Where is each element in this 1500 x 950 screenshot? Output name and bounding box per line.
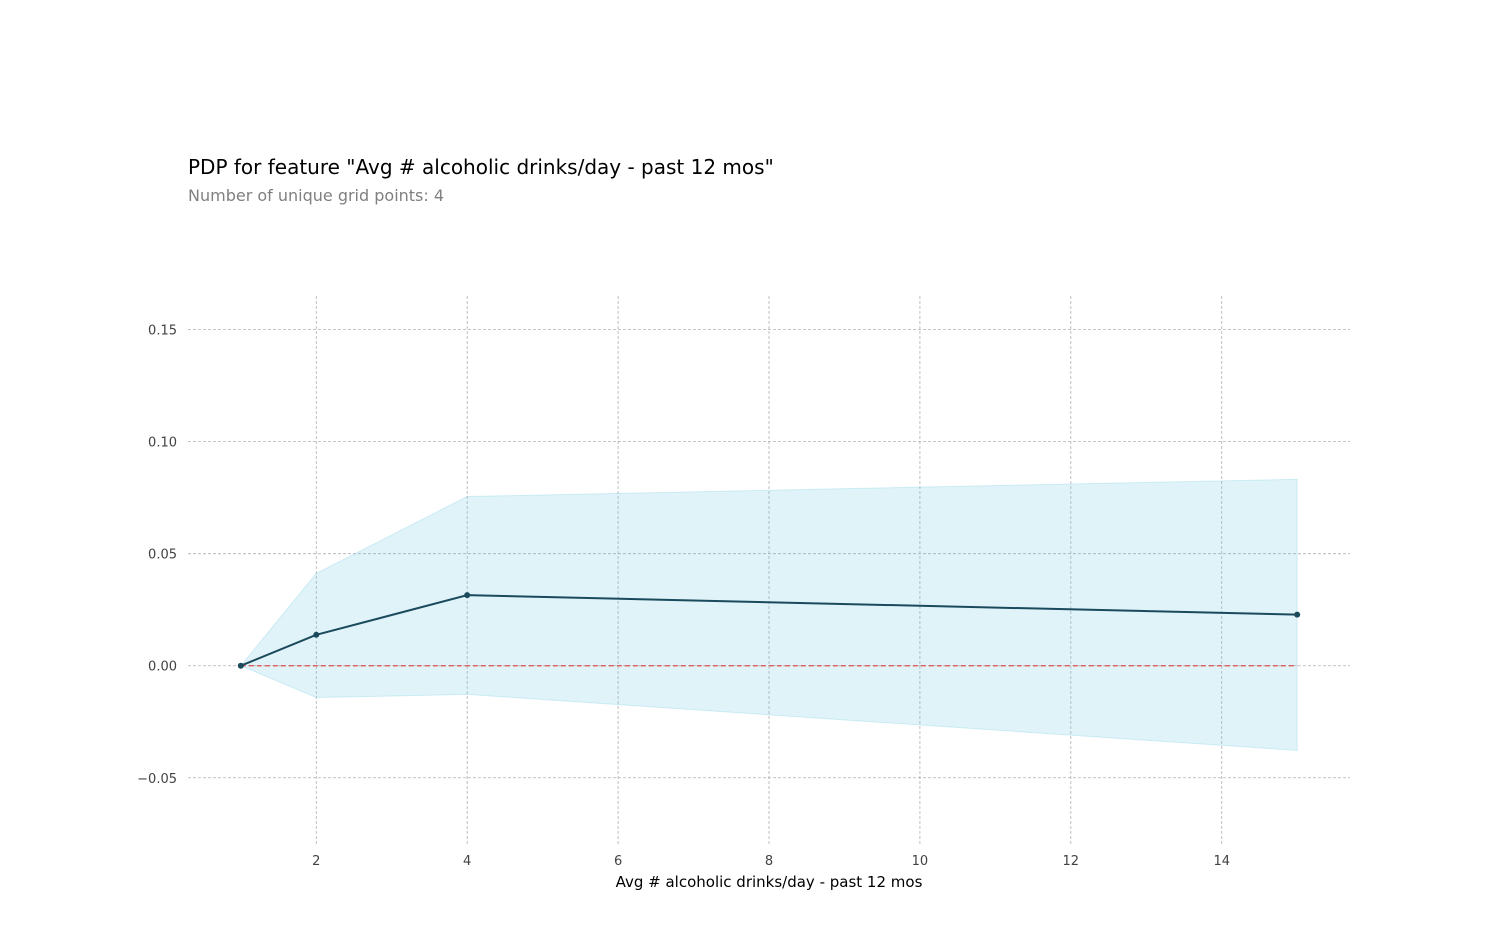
- pdp-point: [313, 631, 320, 638]
- x-tick-label: 2: [312, 854, 320, 869]
- pdp-line: [237, 592, 1301, 669]
- y-tick-label: 0.15: [148, 324, 177, 339]
- pdp-point: [1294, 611, 1301, 618]
- x-tick-label: 8: [765, 854, 773, 869]
- y-tick-label: −0.05: [137, 772, 177, 787]
- x-tick-label: 4: [463, 854, 471, 869]
- y-tick-label: 0.10: [148, 436, 177, 451]
- x-axis-ticks: 2 4 6 8 10 12 14: [312, 854, 1230, 869]
- chart-title: PDP for feature "Avg # alcoholic drinks/…: [188, 155, 774, 179]
- y-tick-label: 0.00: [148, 660, 177, 675]
- x-tick-label: 12: [1063, 854, 1080, 869]
- pdp-point: [237, 662, 244, 669]
- x-tick-label: 10: [912, 854, 929, 869]
- x-axis-label: Avg # alcoholic drinks/day - past 12 mos: [616, 873, 923, 891]
- y-tick-label: 0.05: [148, 548, 177, 563]
- confidence-band: [240, 478, 1298, 751]
- x-tick-label: 6: [614, 854, 622, 869]
- pdp-point: [464, 592, 471, 599]
- chart-subtitle: Number of unique grid points: 4: [188, 186, 444, 205]
- x-tick-label: 14: [1213, 854, 1230, 869]
- y-axis-ticks: −0.05 0.00 0.05 0.10 0.15: [137, 324, 177, 787]
- confidence-band-area: [240, 478, 1298, 751]
- pdp-series-line: [240, 594, 1298, 667]
